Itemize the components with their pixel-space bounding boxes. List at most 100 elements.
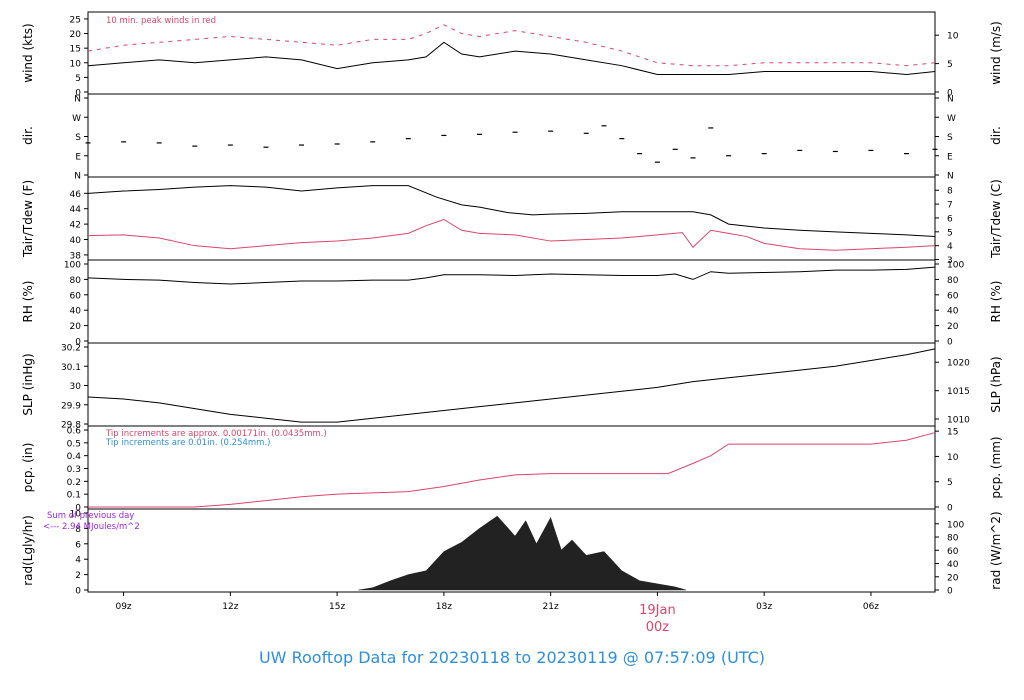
y-tick-label-right: 0: [947, 338, 953, 348]
x-tick-label: 06z: [863, 602, 879, 612]
y-tick-label-right: 20: [947, 322, 959, 332]
panel-wind: 0 5 10 15 20 25 0 5 10 wind (kts) wind (m/s) 10 min…: [21, 11, 1003, 99]
y-tick-label: 0: [75, 338, 81, 348]
y-axis-label: wind (kts): [21, 23, 35, 82]
date-label: 19Jan: [639, 603, 676, 618]
panel-frame: [87, 259, 936, 344]
annotation: 10 min. peak winds in red: [106, 16, 216, 26]
y-tick-label: 30: [70, 382, 82, 392]
y-axis-label-right: wind (m/s): [989, 21, 1003, 85]
y-tick-label-right: 20: [947, 573, 959, 583]
y-tick-label: 0.2: [67, 478, 81, 488]
panel-frame: [87, 342, 936, 427]
y-tick-label-right: 8: [947, 187, 953, 197]
y-axis-label-right: dir.: [989, 126, 1003, 145]
series-line: [88, 432, 936, 508]
y-tick-label-right: E: [947, 152, 953, 162]
y-tick-label-right: 0: [947, 504, 953, 514]
annotation: <--- 2.94 MJoules/m^2: [43, 522, 140, 532]
x-tick-label: 03z: [756, 602, 772, 612]
y-tick-label: 15: [70, 45, 81, 55]
y-tick-label-right: 40: [947, 307, 959, 317]
y-tick-label: 29.9: [61, 401, 81, 411]
y-tick-label: N: [74, 172, 81, 182]
y-tick-label: 40: [70, 236, 82, 246]
y-tick-label: 0.1: [67, 491, 81, 501]
y-tick-label: 29.8: [61, 421, 81, 431]
panel-pcp: 0 0.1 0.2 0.3 0.4 0.5 0.6 0 5 10 15 pcp. (in) pcp. (…: [21, 425, 1003, 514]
series-line: [87, 348, 936, 423]
y-tick-label: 0.4: [67, 452, 82, 462]
y-tick-label-right: N: [947, 172, 954, 182]
annotation: Tip increments are 0.01in. (0.254mm.): [105, 438, 270, 448]
y-tick-label: 44: [70, 205, 82, 215]
x-axis: 09z 12z 15z 18z 21z 03z 06z 19Jan 00z: [115, 592, 879, 635]
x-tick-label: 18z: [436, 602, 452, 612]
panel-rh: 0 20 40 60 80 100 0 20 40 60 80 100 RH (%) RH (%): [21, 259, 1003, 348]
annotation: Sum of previous day: [47, 511, 134, 521]
y-tick-label: 46: [70, 190, 82, 200]
y-tick-label: N: [74, 95, 81, 105]
y-tick-label: 10: [70, 59, 82, 69]
y-tick-label-right: 7: [947, 201, 953, 211]
y-tick-label: 4: [75, 556, 81, 566]
y-tick-label-right: 80: [947, 534, 959, 544]
y-tick-label-right: 4: [947, 242, 953, 252]
y-axis-label: dir.: [21, 126, 35, 145]
y-tick-label: 0: [75, 587, 81, 597]
y-tick-label: 20: [70, 30, 82, 40]
y-tick-label: E: [75, 152, 81, 162]
y-tick-label-right: 40: [947, 560, 959, 570]
y-tick-label-right: 0: [947, 89, 953, 99]
y-axis-label: Tair/Tdew (F): [21, 180, 35, 258]
series-area: [358, 515, 686, 591]
y-tick-label: 80: [70, 276, 82, 286]
y-tick-label-right: S: [947, 133, 953, 143]
y-tick-label: S: [75, 133, 81, 143]
y-tick-label: 2: [75, 571, 81, 581]
y-tick-label: 60: [70, 291, 82, 301]
y-tick-label-right: 3: [947, 256, 953, 266]
y-axis-label-right: Tair/Tdew (C): [989, 179, 1003, 259]
panel-slp: 29.8 29.9 30 30.1 30.2 1010 1015 1020 SLP (inHg)…: [21, 342, 1003, 431]
y-tick-label: 0: [75, 89, 81, 99]
panel-temp: 38 40 42 44 46 3 4 5 6 7 8 Tair/Tdew (F) Tair/Tdew (…: [21, 176, 1003, 266]
y-tick-label: 38: [70, 251, 82, 261]
y-tick-label-right: 80: [947, 276, 959, 286]
y-axis-label-right: rad (W/m^2): [989, 511, 1003, 589]
y-tick-label: 0.6: [67, 427, 82, 437]
y-tick-label-right: 15: [947, 428, 958, 438]
y-tick-label: 20: [70, 322, 82, 332]
y-axis-label-right: SLP (hPa): [989, 356, 1003, 412]
y-axis-label-right: RH (%): [989, 281, 1003, 323]
y-tick-label-right: 1010: [947, 415, 970, 425]
y-tick-label: 8: [75, 525, 81, 535]
y-tick-label-right: 60: [947, 547, 959, 557]
y-tick-label-right: W: [947, 114, 956, 124]
y-tick-label-right: 6: [947, 214, 953, 224]
y-tick-label: 10: [70, 510, 82, 520]
y-axis-label: SLP (inHg): [21, 353, 35, 415]
series-line: [87, 266, 936, 285]
y-tick-label-right: 100: [947, 520, 964, 530]
x-tick-label: 09z: [115, 602, 131, 612]
date-sublabel: 00z: [646, 620, 670, 635]
y-tick-label: 5: [75, 74, 81, 84]
y-tick-label-right: N: [947, 95, 954, 105]
annotation: Tip increments are approx. 0.00171in. (0…: [105, 429, 327, 439]
y-tick-label-right: 5: [947, 228, 953, 238]
y-tick-label: 0.3: [67, 465, 81, 475]
y-tick-label: 40: [70, 307, 82, 317]
y-axis-label: RH (%): [21, 281, 35, 323]
x-tick-label: 15z: [329, 602, 345, 612]
y-tick-label-right: 10: [947, 453, 959, 463]
y-axis-label: pcp. (in): [21, 443, 35, 493]
y-tick-label: 100: [64, 261, 81, 271]
series-line: [87, 24, 936, 67]
y-tick-label: 30.1: [61, 363, 81, 373]
y-tick-label: 42: [70, 221, 81, 231]
y-tick-label: 6: [75, 540, 81, 550]
